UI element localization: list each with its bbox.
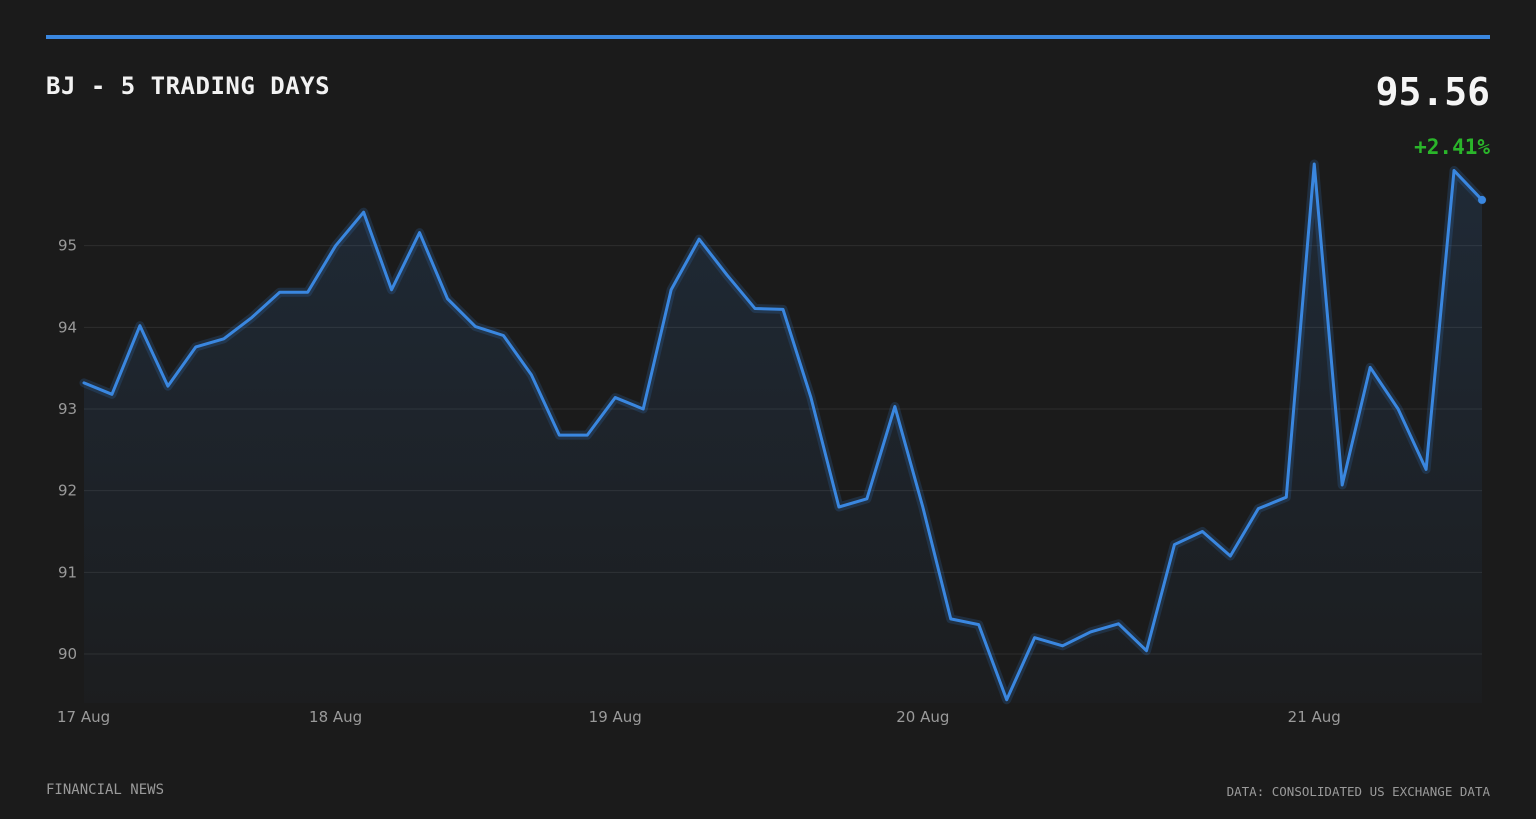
y-tick-label: 91	[58, 563, 77, 581]
chart-title: BJ - 5 TRADING DAYS	[46, 72, 331, 100]
x-tick-label: 21 Aug	[1288, 708, 1341, 726]
last-price-marker	[1478, 195, 1486, 204]
price-line	[82, 162, 1484, 702]
y-tick-label: 94	[58, 318, 77, 336]
x-tick-label: 17 Aug	[57, 708, 110, 726]
line-layer	[79, 159, 1487, 705]
price-change: +2.41%	[1414, 135, 1490, 159]
y-tick-label: 95	[58, 237, 77, 255]
footer-source-left: FINANCIAL NEWS	[46, 782, 165, 798]
x-axis-ticks: 17 Aug 18 Aug 19 Aug 20 Aug 21 Aug	[57, 708, 1341, 726]
price-area	[84, 164, 1482, 703]
x-tick-label: 18 Aug	[309, 708, 362, 726]
y-tick-label: 90	[58, 645, 77, 663]
y-tick-label: 92	[58, 482, 77, 500]
footer-source-right: DATA: CONSOLIDATED US EXCHANGE DATA	[1226, 784, 1490, 799]
x-tick-label: 19 Aug	[589, 708, 642, 726]
x-tick-label: 20 Aug	[896, 708, 949, 726]
y-axis-ticks: 90 91 92 93 94 95	[58, 237, 77, 663]
last-price: 95.56	[1375, 70, 1490, 114]
y-tick-label: 93	[58, 400, 77, 418]
accent-bar	[46, 35, 1490, 39]
area-layer	[84, 164, 1482, 703]
